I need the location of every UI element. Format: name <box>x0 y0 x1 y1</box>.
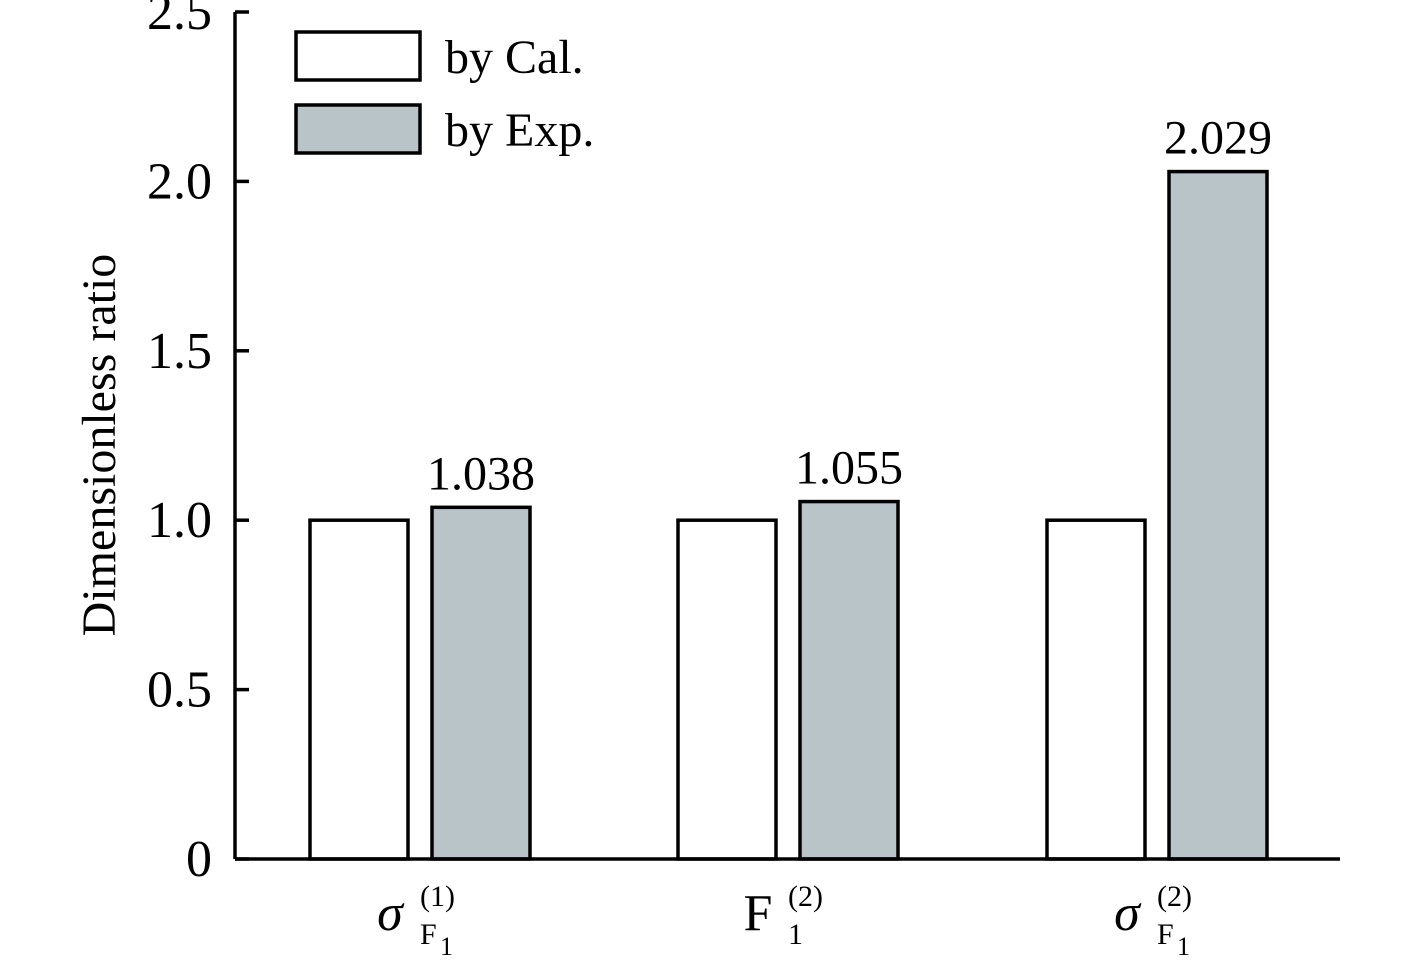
svg-text:1: 1 <box>788 918 803 951</box>
axes-layer: 0 0.5 1.0 1.5 2.0 2.5 <box>147 0 1340 888</box>
y-axis-label: Dimensionless ratio <box>73 254 126 637</box>
svg-text:F: F <box>1157 918 1174 951</box>
bar-exp-1 <box>798 499 900 861</box>
bar-cal-2 <box>1045 518 1147 861</box>
svg-text:1: 1 <box>440 932 453 961</box>
svg-text:σ: σ <box>1114 885 1142 942</box>
data-labels-layer: 1.038 1.055 2.029 <box>427 112 1272 501</box>
x-tick-label-1: F (2) 1 <box>744 880 823 951</box>
y-tick-label: 0.5 <box>147 662 212 719</box>
x-tick-label-0: σ (1) F 1 <box>377 880 455 961</box>
bar-exp-2 <box>1167 169 1269 861</box>
data-label-1: 1.055 <box>795 442 903 495</box>
bar-exp-0 <box>430 505 532 861</box>
y-tick-label: 2.5 <box>147 0 212 41</box>
data-label-2: 2.029 <box>1164 112 1272 165</box>
svg-text:(2): (2) <box>788 880 823 913</box>
legend-swatch-0 <box>294 30 422 82</box>
y-tick-label: 1.5 <box>147 323 212 380</box>
x-tick-labels: σ (1)F 1F (2)1 σ (2)F 1 <box>377 880 1192 961</box>
y-tick-label: 1.0 <box>147 492 212 549</box>
data-label-0: 1.038 <box>427 447 535 500</box>
legend: by Cal. by Exp. <box>294 30 594 157</box>
svg-text:(1): (1) <box>420 880 455 913</box>
y-tick-label: 2.0 <box>147 153 212 210</box>
x-tick-label-2: σ (2) F 1 <box>1114 880 1192 961</box>
y-tick-label: 0 <box>186 831 212 888</box>
svg-text:F: F <box>420 918 437 951</box>
svg-text:(2): (2) <box>1157 880 1192 913</box>
bars-layer <box>308 169 1269 861</box>
svg-text:F: F <box>744 885 773 942</box>
svg-text:σ: σ <box>377 885 405 942</box>
bar-cal-0 <box>308 518 410 861</box>
bar-cal-1 <box>676 518 778 861</box>
svg-text:1: 1 <box>1177 932 1190 961</box>
legend-swatch-1 <box>294 103 422 155</box>
legend-label-1: by Exp. <box>445 104 594 157</box>
legend-label-0: by Cal. <box>445 31 584 84</box>
